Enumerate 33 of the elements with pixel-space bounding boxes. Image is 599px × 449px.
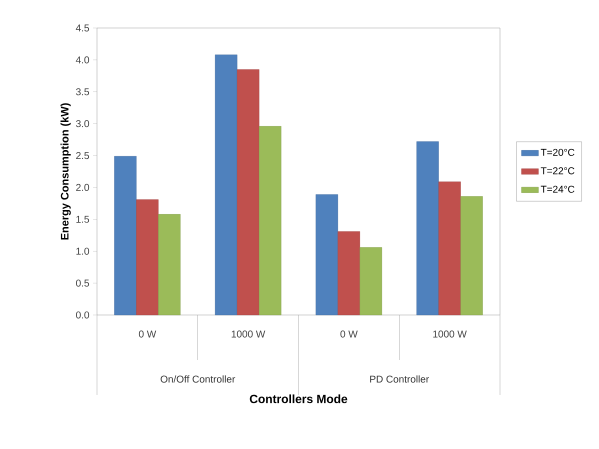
bar xyxy=(316,194,338,316)
bar xyxy=(236,69,260,316)
y-tick-label: 3.0 xyxy=(76,120,90,128)
bar xyxy=(136,199,159,316)
bar xyxy=(214,54,238,316)
bar xyxy=(158,214,181,316)
x-tick-label: 0 W xyxy=(340,330,358,338)
y-tick-label: 2.0 xyxy=(76,184,90,191)
text: PD Controller xyxy=(370,375,429,383)
bar xyxy=(438,182,461,316)
text: On/Off Controller xyxy=(160,375,236,383)
y-tick-label: 3.5 xyxy=(76,88,90,96)
legend-label: T=24°C xyxy=(540,186,574,193)
legend-label: T=20°C xyxy=(540,148,574,156)
y-axis-title: Energy Consumption (kW) xyxy=(60,103,71,240)
x-tick-label: 1000 W xyxy=(232,330,266,338)
y-tick-label: 4.5 xyxy=(76,24,90,32)
bar xyxy=(416,141,439,316)
bar xyxy=(114,156,137,316)
y-tick-label: 2.5 xyxy=(76,152,90,160)
y-tick-label: 0.5 xyxy=(76,280,90,287)
bar xyxy=(460,196,483,316)
x-axis-title: Controllers Mode xyxy=(250,394,348,404)
y-tick-label: 0.0 xyxy=(76,311,90,319)
x-tick-label: 1000 W xyxy=(433,330,467,338)
y-tick-label: 1.5 xyxy=(76,216,90,223)
x-tick-label: 0 W xyxy=(138,330,156,338)
bar xyxy=(338,231,360,316)
bar xyxy=(258,126,282,316)
y-tick-label: 1.0 xyxy=(76,248,90,255)
bar xyxy=(360,247,382,316)
y-tick-label: 4.0 xyxy=(76,56,90,64)
legend-label: T=22°C xyxy=(540,167,574,174)
